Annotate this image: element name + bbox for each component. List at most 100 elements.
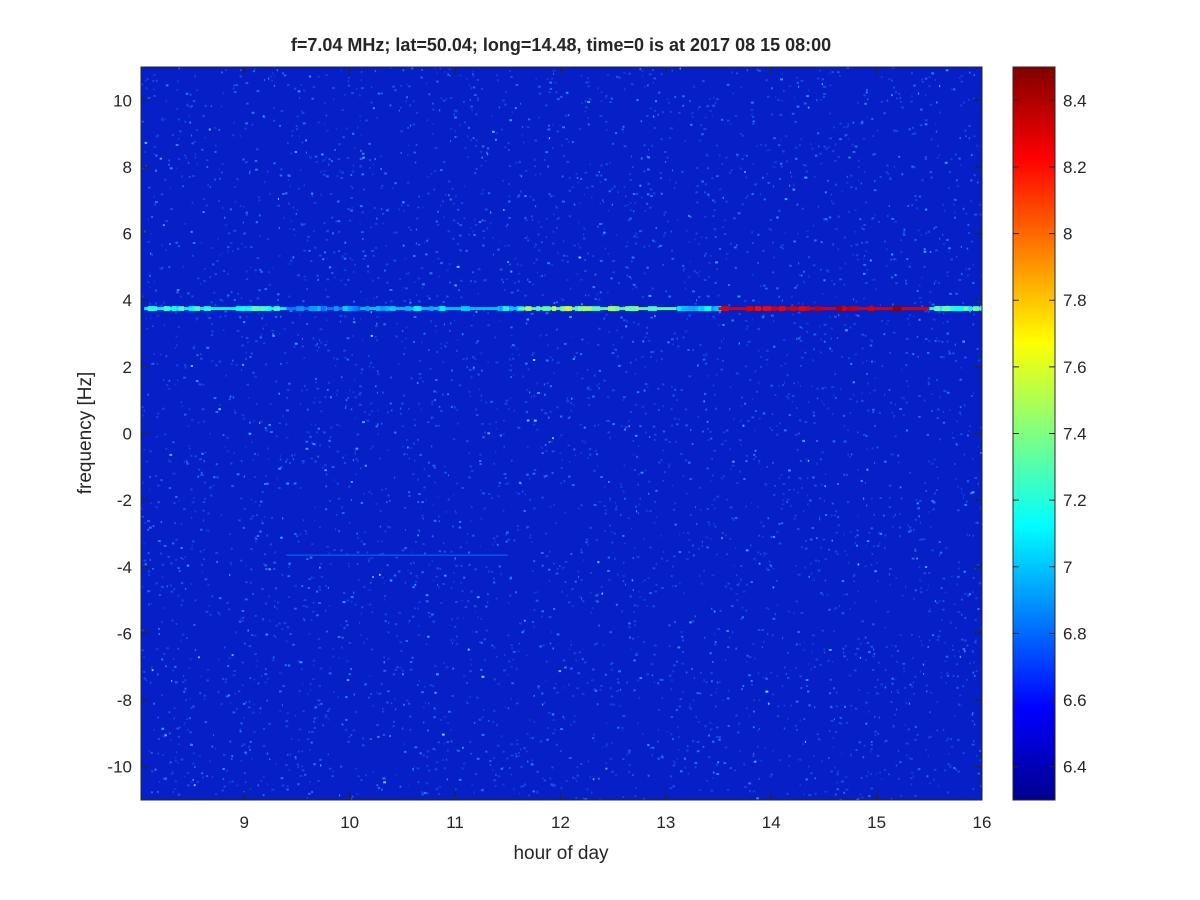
- noise-speckle: [555, 206, 558, 209]
- noise-speckle: [488, 719, 490, 722]
- noise-speckle: [879, 497, 882, 499]
- noise-speckle: [628, 626, 631, 629]
- noise-speckle: [245, 122, 248, 125]
- noise-speckle: [228, 657, 231, 660]
- noise-speckle: [518, 194, 521, 196]
- noise-speckle: [439, 109, 441, 112]
- noise-speckle: [946, 320, 949, 323]
- noise-speckle: [376, 784, 379, 787]
- noise-speckle: [757, 300, 760, 303]
- noise-speckle: [383, 661, 386, 664]
- noise-speckle: [622, 125, 625, 128]
- noise-speckle: [234, 409, 236, 412]
- noise-speckle: [306, 288, 308, 291]
- noise-speckle: [682, 691, 685, 694]
- noise-speckle: [855, 400, 859, 403]
- noise-speckle: [570, 723, 572, 726]
- noise-speckle: [976, 181, 979, 184]
- noise-speckle: [814, 792, 817, 795]
- noise-speckle: [796, 448, 799, 451]
- noise-speckle: [957, 703, 961, 706]
- noise-speckle: [637, 679, 640, 682]
- noise-speckle: [939, 237, 941, 240]
- noise-speckle: [242, 743, 246, 746]
- noise-speckle: [652, 350, 655, 353]
- noise-speckle: [165, 447, 168, 450]
- noise-speckle: [355, 767, 358, 770]
- noise-speckle: [245, 211, 248, 214]
- noise-speckle: [427, 309, 429, 312]
- noise-speckle: [205, 529, 208, 532]
- noise-speckle: [925, 119, 928, 122]
- noise-speckle: [834, 730, 837, 733]
- noise-speckle: [186, 728, 189, 731]
- noise-speckle: [813, 301, 816, 304]
- noise-speckle: [272, 333, 274, 335]
- noise-speckle: [979, 759, 981, 762]
- noise-speckle: [718, 736, 721, 739]
- noise-speckle: [478, 718, 482, 721]
- noise-speckle: [972, 282, 975, 285]
- noise-speckle: [421, 341, 423, 344]
- noise-speckle: [360, 231, 364, 234]
- noise-speckle: [864, 201, 868, 204]
- noise-speckle: [830, 704, 832, 707]
- noise-speckle: [394, 431, 397, 434]
- noise-speckle: [587, 101, 591, 103]
- noise-speckle: [156, 416, 159, 419]
- noise-speckle: [325, 175, 329, 178]
- noise-speckle: [865, 249, 868, 252]
- noise-speckle: [292, 458, 295, 461]
- noise-speckle: [548, 579, 551, 582]
- noise-speckle: [899, 486, 902, 489]
- noise-speckle: [823, 403, 825, 406]
- noise-speckle: [609, 524, 611, 527]
- noise-speckle: [382, 222, 384, 225]
- noise-speckle: [251, 123, 254, 126]
- noise-speckle: [358, 579, 360, 582]
- noise-speckle: [856, 529, 859, 532]
- noise-speckle: [352, 459, 355, 462]
- noise-speckle: [445, 510, 447, 513]
- noise-speckle: [223, 269, 225, 272]
- noise-speckle: [285, 423, 288, 426]
- noise-speckle: [286, 362, 288, 364]
- noise-speckle: [887, 319, 890, 322]
- noise-speckle: [409, 298, 411, 301]
- noise-speckle: [939, 85, 941, 88]
- noise-speckle: [942, 600, 945, 602]
- noise-speckle: [174, 780, 177, 783]
- noise-speckle: [772, 241, 774, 244]
- noise-speckle: [305, 151, 307, 154]
- noise-speckle: [556, 217, 559, 220]
- noise-speckle: [861, 796, 864, 799]
- noise-speckle: [346, 553, 349, 556]
- noise-speckle: [889, 176, 891, 179]
- noise-speckle: [803, 270, 805, 273]
- noise-speckle: [288, 566, 290, 568]
- noise-speckle: [942, 577, 946, 580]
- noise-speckle: [532, 737, 534, 739]
- noise-speckle: [401, 340, 403, 343]
- noise-speckle: [722, 532, 724, 534]
- noise-speckle: [324, 122, 326, 125]
- noise-speckle: [632, 283, 636, 286]
- noise-speckle: [817, 205, 820, 208]
- noise-speckle: [585, 106, 588, 109]
- noise-speckle: [262, 327, 264, 330]
- noise-speckle: [609, 161, 611, 164]
- noise-speckle: [905, 401, 908, 404]
- noise-speckle: [145, 460, 148, 463]
- noise-speckle: [200, 474, 203, 476]
- noise-speckle: [461, 767, 464, 770]
- noise-speckle: [931, 549, 934, 552]
- noise-speckle: [928, 510, 930, 513]
- noise-speckle: [329, 436, 332, 439]
- noise-speckle: [849, 607, 851, 610]
- noise-speckle: [821, 400, 824, 403]
- noise-speckle: [585, 538, 589, 541]
- noise-speckle: [955, 292, 958, 295]
- noise-speckle: [796, 337, 798, 340]
- noise-speckle: [574, 355, 576, 358]
- noise-speckle: [793, 240, 796, 243]
